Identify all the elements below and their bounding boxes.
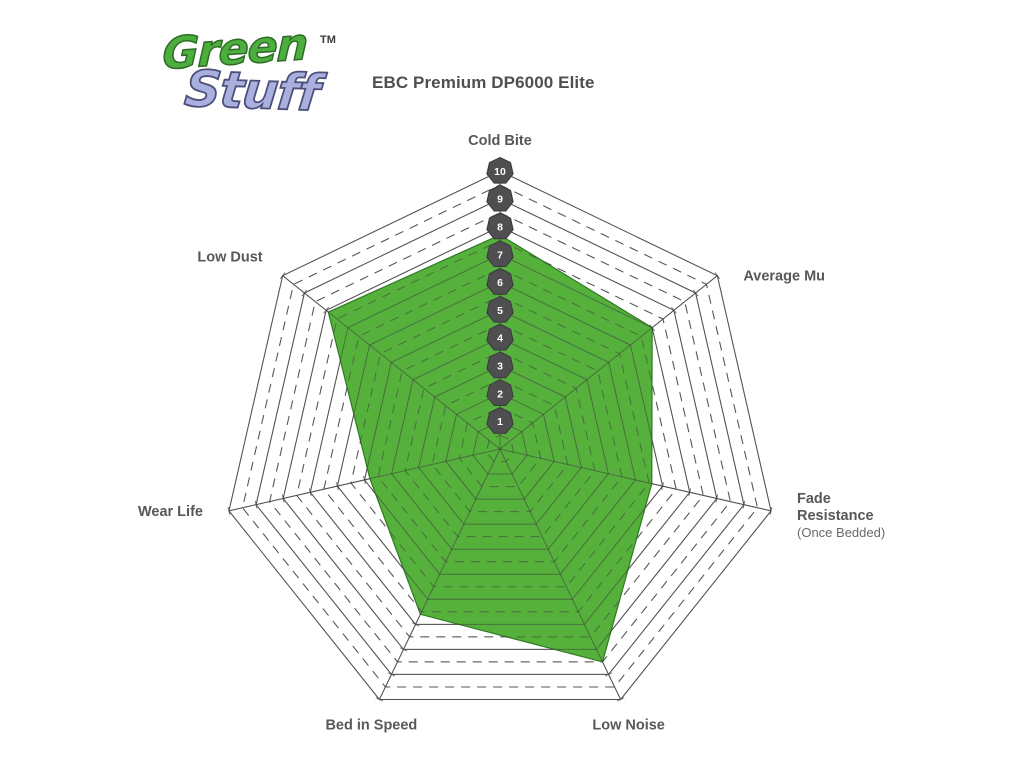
- scale-badge-label: 2: [497, 388, 503, 400]
- scale-badge: 10: [486, 156, 514, 184]
- axis-label: Wear Life: [138, 504, 203, 520]
- scale-badge-label: 6: [497, 277, 503, 289]
- scale-badge-label: 8: [497, 222, 503, 234]
- series-polygon: [228, 170, 772, 700]
- axis-label: Cold Bite: [468, 133, 532, 149]
- scale-badge: 5: [486, 295, 514, 323]
- scale-badge: 2: [486, 379, 514, 407]
- scale-badge: 6: [486, 268, 514, 295]
- axis-label: Average Mu: [743, 269, 825, 285]
- axis-label: Bed in Speed: [325, 717, 417, 733]
- scale-badge: 7: [486, 240, 514, 268]
- scale-badge: 1: [486, 407, 514, 434]
- axis-label: Low Dust: [197, 250, 262, 266]
- scale-badge-label: 7: [497, 249, 503, 261]
- scale-badge: 4: [486, 323, 514, 351]
- axis-label: Fade Resistance: [797, 491, 874, 524]
- scale-badge-label: 4: [497, 333, 503, 345]
- scale-badge: 8: [486, 212, 514, 240]
- scale-badges: 1 2 3 4 5 6 7 8 9 10: [486, 156, 514, 434]
- scale-badge-label: 9: [497, 194, 503, 206]
- axis-sublabel: (Once Bedded): [797, 525, 885, 540]
- scale-badge-label: 1: [497, 416, 503, 428]
- axis-labels: Cold Bite Average Mu Fade Resistance(Once B…: [138, 133, 885, 733]
- scale-badge-label: 10: [494, 166, 506, 178]
- scale-badge-label: 5: [497, 305, 503, 317]
- scale-badge-label: 3: [497, 361, 503, 373]
- scale-badge: 3: [486, 351, 514, 379]
- chart-title: EBC Premium DP6000 Elite: [372, 73, 595, 92]
- axis-label: Low Noise: [592, 717, 665, 733]
- scale-badge: 9: [486, 184, 514, 212]
